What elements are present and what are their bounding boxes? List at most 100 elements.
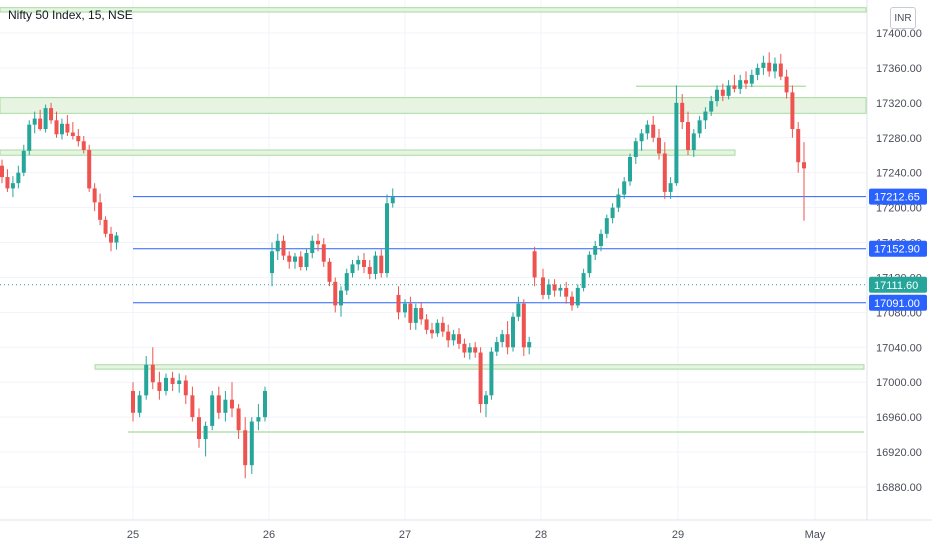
candle-up xyxy=(489,351,494,396)
candle-down xyxy=(784,76,789,93)
symbol-title: Nifty 50 Index, 15, NSE xyxy=(8,8,133,22)
candle-up xyxy=(610,207,615,219)
candle-down xyxy=(49,108,54,121)
candle-down xyxy=(367,266,372,274)
level-badge-bg xyxy=(869,240,927,257)
candle-up xyxy=(304,253,309,267)
candle-down xyxy=(552,284,557,291)
candle-up xyxy=(435,322,440,334)
time-tick-label: 25 xyxy=(127,529,139,541)
currency-button[interactable]: INR xyxy=(890,7,916,29)
candle-up xyxy=(738,80,743,89)
candle-up xyxy=(587,254,592,274)
candle-down xyxy=(170,377,175,384)
price-tick-label: 17240.00 xyxy=(876,168,922,180)
candle-up xyxy=(177,380,182,384)
candle-down xyxy=(65,123,70,133)
candle-down xyxy=(570,296,574,306)
price-tick-label: 17040.00 xyxy=(876,342,922,354)
candle-up xyxy=(350,264,355,274)
candle-up xyxy=(16,172,21,184)
candle-down xyxy=(744,80,748,84)
level-badge: 17152.90 xyxy=(874,244,920,256)
candle-down xyxy=(38,118,43,130)
candle-up xyxy=(164,377,168,391)
candle-down xyxy=(680,102,685,123)
candle-down xyxy=(103,219,108,234)
candle-down xyxy=(5,177,10,189)
candle-up xyxy=(755,67,760,75)
candle-up xyxy=(137,395,142,413)
candle-up xyxy=(494,342,499,352)
candle-up xyxy=(413,308,418,323)
candle-up xyxy=(645,124,650,134)
last-price-badge-bg xyxy=(869,276,927,293)
candle-up xyxy=(581,273,586,288)
level-badge-bg xyxy=(869,188,927,205)
candle-down xyxy=(76,136,81,142)
price-tick-label: 16960.00 xyxy=(876,412,922,424)
time-tick-label: 27 xyxy=(399,529,411,541)
candle-down xyxy=(732,85,737,89)
price-tick-label: 16920.00 xyxy=(876,447,922,459)
candle-up xyxy=(373,255,378,274)
candle-down xyxy=(92,188,97,203)
candle-up xyxy=(385,203,389,274)
candle-down xyxy=(462,343,467,353)
candle-up xyxy=(527,342,532,348)
candle-up xyxy=(604,218,609,234)
candle-down xyxy=(662,153,667,192)
time-tick-label: 29 xyxy=(672,529,684,541)
candle-up xyxy=(210,395,215,426)
candle-down xyxy=(521,303,526,348)
candle-up xyxy=(773,63,777,72)
candle-up xyxy=(546,284,551,295)
candle-down xyxy=(419,308,424,320)
candle-down xyxy=(70,132,75,137)
candle-up xyxy=(599,233,603,247)
candle-down xyxy=(686,122,690,150)
price-tick-label: 17200.00 xyxy=(876,203,922,215)
candle-up xyxy=(467,347,472,353)
candle-down xyxy=(197,417,201,439)
candle-down xyxy=(657,137,661,154)
candle-up xyxy=(709,101,714,112)
candle-down xyxy=(478,352,483,405)
candle-down xyxy=(408,303,413,323)
candle-up xyxy=(726,85,731,96)
candle-down xyxy=(333,281,338,306)
candle-down xyxy=(54,120,59,135)
time-tick-label: 26 xyxy=(263,529,275,541)
candle-up xyxy=(639,133,644,142)
level-badge-bg xyxy=(869,294,927,311)
candle-down xyxy=(87,149,92,189)
candle-up xyxy=(593,246,598,255)
candle-down xyxy=(767,62,772,72)
candle-up xyxy=(293,256,297,262)
candle-down xyxy=(778,63,783,77)
candle-up xyxy=(21,150,26,173)
candle-down xyxy=(457,334,461,344)
candle-up xyxy=(27,124,32,151)
support-resistance-zone xyxy=(0,7,867,13)
candle-up xyxy=(203,425,208,439)
candle-down xyxy=(298,256,303,267)
candle-down xyxy=(0,165,4,178)
candle-up xyxy=(715,89,719,102)
candle-up xyxy=(628,156,632,182)
candle-up xyxy=(403,303,407,313)
support-resistance-zone xyxy=(0,149,736,156)
candle-up xyxy=(697,120,702,134)
candle-down xyxy=(183,380,188,396)
candle-up xyxy=(275,240,280,252)
candle-up xyxy=(144,364,149,396)
candle-down xyxy=(327,261,332,282)
price-tick-label: 17000.00 xyxy=(876,377,922,389)
candle-up xyxy=(43,108,48,130)
candle-down xyxy=(281,240,286,256)
support-resistance-zone xyxy=(0,97,867,114)
candle-up xyxy=(59,123,64,135)
candle-up xyxy=(223,399,228,413)
candle-up xyxy=(516,303,521,317)
candle-up xyxy=(263,390,267,418)
